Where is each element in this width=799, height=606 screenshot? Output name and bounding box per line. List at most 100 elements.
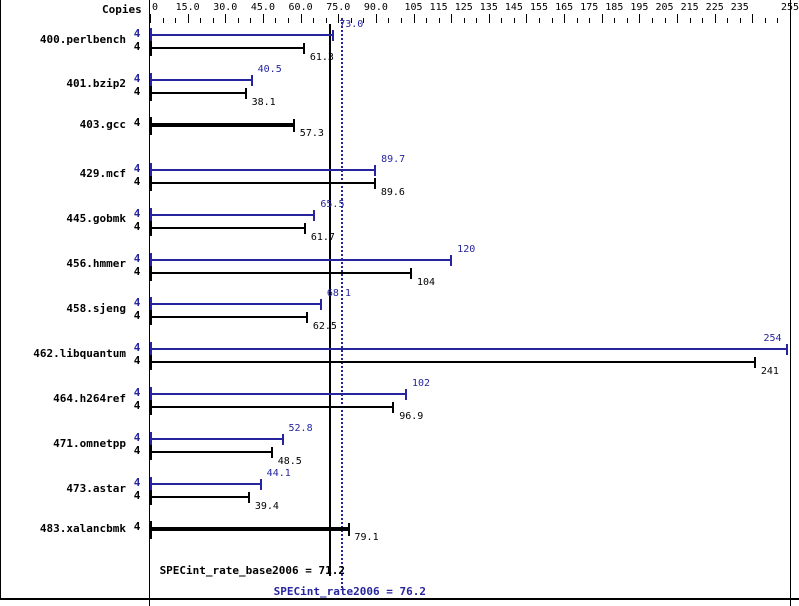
axis-major-tick	[526, 14, 527, 23]
axis-major-tick	[225, 14, 226, 23]
axis-tick-label: 195	[630, 2, 649, 13]
bar-value-label: 61.7	[310, 231, 335, 243]
axis-tick-label: 165	[555, 2, 574, 13]
bar-end-cap	[374, 164, 377, 176]
axis-tick-label: 225	[705, 2, 724, 13]
benchmark-name-label: 445.gobmk	[66, 212, 126, 226]
benchmark-bar	[150, 258, 452, 261]
copies-value: 4	[133, 489, 141, 502]
axis-tick-label: 175	[580, 2, 599, 13]
axis-major-tick	[451, 14, 452, 23]
axis-minor-tick	[388, 18, 389, 23]
axis-minor-tick	[275, 18, 276, 23]
bar-end-cap	[450, 254, 453, 266]
copies-value: 4	[133, 161, 141, 175]
axis-major-tick	[715, 14, 716, 23]
copies-value: 4	[133, 27, 141, 40]
copies-value: 4	[133, 206, 141, 220]
bar-value-label: 40.5	[257, 63, 282, 75]
bar-value-label: 65.5	[320, 198, 345, 210]
axis-minor-tick	[690, 18, 691, 23]
benchmark-name-label: 401.bzip2	[66, 77, 126, 91]
benchmark-name-label: 473.astar	[66, 481, 126, 495]
plot-axis-zero-line	[149, 0, 150, 606]
axis-minor-tick	[363, 18, 364, 23]
axis-minor-tick	[351, 18, 352, 23]
bar-value-label: 48.5	[277, 456, 302, 468]
axis-major-tick	[489, 14, 490, 23]
axis-minor-tick	[740, 18, 741, 23]
bar-value-label: 79.1	[354, 531, 379, 543]
bar-end-cap	[250, 74, 253, 86]
axis-minor-tick	[514, 18, 515, 23]
reference-line-peak	[341, 18, 345, 588]
axis-minor-tick	[476, 18, 477, 23]
copies-value: 4	[133, 296, 141, 310]
axis-minor-tick	[326, 18, 327, 23]
benchmark-bar	[150, 181, 375, 184]
bar-end-cap	[244, 87, 247, 99]
axis-minor-tick	[539, 18, 540, 23]
axis-tick-label: 255	[781, 2, 799, 13]
axis-major-tick	[677, 14, 678, 23]
benchmark-name-label: 462.libquantum	[33, 346, 126, 360]
bar-end-cap	[302, 43, 305, 54]
copies-value: 4	[133, 386, 141, 400]
axis-minor-tick	[288, 18, 289, 23]
axis-tick-label: 135	[479, 2, 498, 13]
axis-tick-label: 105	[404, 2, 423, 13]
benchmark-bar	[150, 47, 304, 49]
bar-end-cap	[347, 522, 350, 536]
bar-end-cap	[305, 312, 308, 324]
reference-line-base	[329, 24, 331, 576]
axis-tick-label: 235	[730, 2, 749, 13]
axis-tick-label: 145	[504, 2, 523, 13]
bar-end-cap	[392, 402, 395, 414]
bar-end-cap	[753, 357, 756, 369]
axis-major-tick	[564, 14, 565, 23]
axis-minor-tick	[439, 18, 440, 23]
bar-value-label: 102	[412, 378, 431, 390]
axis-minor-tick	[702, 18, 703, 23]
copies-value: 4	[133, 399, 141, 413]
axis-minor-tick	[765, 18, 766, 23]
bar-end-cap	[405, 389, 407, 401]
copies-value: 4	[133, 519, 141, 533]
axis-tick-label: 125	[454, 2, 473, 13]
bar-end-cap	[303, 222, 306, 234]
bar-value-label: 89.7	[381, 153, 406, 165]
bar-value-label: 44.1	[266, 468, 291, 479]
bar-end-cap	[270, 447, 273, 459]
benchmark-name-label: 464.h264ref	[53, 391, 126, 405]
benchmark-name-label: 458.sjeng	[66, 301, 126, 315]
axis-tick-label: 30.0	[213, 2, 238, 13]
copies-value: 4	[133, 264, 141, 278]
bar-value-label: 104	[417, 276, 436, 288]
bar-end-cap	[373, 177, 376, 189]
benchmark-bar	[150, 226, 305, 229]
axis-major-tick	[150, 14, 151, 23]
axis-minor-tick	[464, 18, 465, 23]
axis-minor-tick	[577, 18, 578, 23]
bar-end-cap	[319, 299, 322, 311]
axis-tick-label: 155	[529, 2, 549, 13]
benchmark-bar	[150, 213, 315, 216]
axis-major-tick	[376, 14, 377, 23]
axis-minor-tick	[627, 18, 628, 23]
axis-tick-label: 15.0	[175, 2, 200, 13]
benchmark-name-label: 483.xalancbmk	[39, 521, 126, 535]
benchmark-bar	[150, 348, 788, 351]
axis-major-tick	[188, 14, 189, 23]
benchmark-bar	[150, 122, 294, 127]
bar-end-cap	[247, 492, 250, 503]
bar-value-label: 96.9	[399, 411, 424, 423]
benchmark-bar	[150, 451, 272, 454]
axis-minor-tick	[238, 18, 239, 23]
axis-major-tick	[414, 14, 415, 23]
benchmark-bar	[150, 168, 376, 171]
copies-value: 4	[133, 431, 141, 445]
bar-value-label: 120	[457, 243, 476, 255]
copies-value: 4	[133, 174, 141, 188]
benchmark-bar	[150, 316, 307, 319]
copies-value: 4	[133, 71, 141, 85]
